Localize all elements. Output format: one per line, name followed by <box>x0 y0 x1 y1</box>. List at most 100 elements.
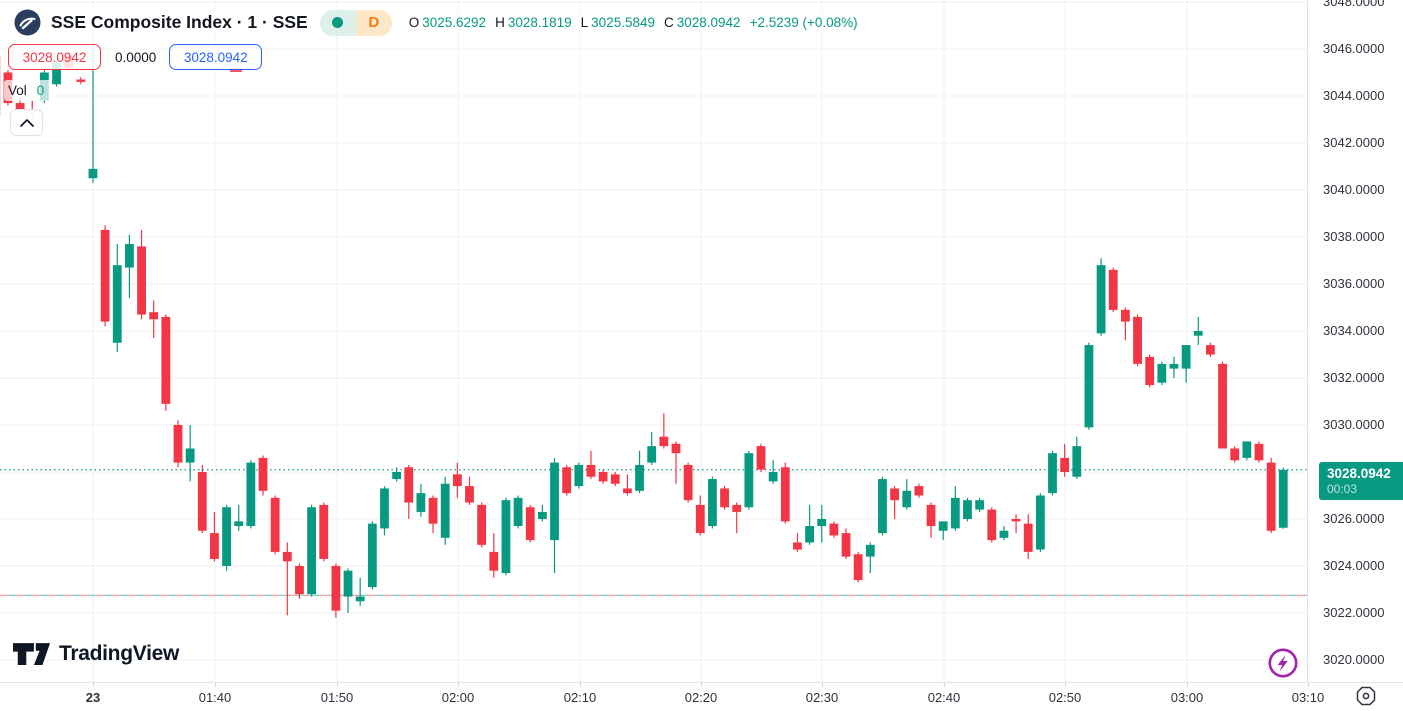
close-value: 3028.0942 <box>676 15 741 30</box>
candle <box>963 497 972 522</box>
tradingview-logo-icon <box>13 642 51 665</box>
change-value: +2.5239 (+0.08%) <box>749 15 858 30</box>
high-label: H <box>495 15 505 30</box>
candle <box>222 504 231 571</box>
status-dot-icon <box>319 9 356 36</box>
candle <box>1169 356 1179 378</box>
candle <box>793 533 802 552</box>
current-price-value: 3028.0942 <box>1327 465 1391 481</box>
price-chart[interactable] <box>0 0 1307 682</box>
zero-value: 0.0000 <box>111 47 161 67</box>
time-axis-label: 02:10 <box>563 690 597 705</box>
candle <box>720 486 729 510</box>
candle <box>537 504 547 522</box>
candle <box>100 225 110 327</box>
candle <box>137 229 146 320</box>
candle <box>1278 467 1288 529</box>
candle <box>574 462 584 489</box>
time-axis-label: 02:50 <box>1048 690 1082 705</box>
close-label: C <box>664 15 674 30</box>
candle <box>295 563 304 599</box>
candle <box>1060 443 1070 477</box>
time-axis-tick <box>1308 683 1309 687</box>
marker-dash <box>230 68 242 72</box>
candle <box>465 476 474 505</box>
candle <box>1206 342 1215 357</box>
tradingview-brand[interactable]: TradingView <box>13 642 179 666</box>
candle <box>380 486 389 536</box>
interval-badge[interactable]: D <box>319 9 392 36</box>
high-value: 3028.1819 <box>507 15 572 30</box>
candle <box>234 504 244 531</box>
candle <box>1035 493 1045 552</box>
time-axis-label: 03:00 <box>1170 690 1204 705</box>
candle <box>1145 354 1155 388</box>
candle <box>525 504 535 543</box>
price-axis-label: 3044.0000 <box>1323 88 1385 103</box>
candle <box>902 479 912 510</box>
candle <box>914 483 924 498</box>
price-axis-label: 3036.0000 <box>1323 276 1385 291</box>
candle <box>647 432 657 465</box>
order-price-box-blue[interactable]: 3028.0942 <box>169 44 263 70</box>
candle <box>768 460 778 484</box>
candle <box>708 476 717 529</box>
candle <box>550 457 559 574</box>
volume-value: 0 <box>36 83 45 98</box>
time-axis-tick <box>1065 683 1066 687</box>
price-axis-label: 3046.0000 <box>1323 41 1385 56</box>
price-line-labels: 3028.0942 0.0000 3028.0942 <box>8 44 263 70</box>
candle <box>477 502 487 548</box>
candle <box>622 474 632 496</box>
candle <box>76 77 86 85</box>
candle <box>112 244 122 353</box>
time-axis-label: 02:20 <box>684 690 718 705</box>
candle <box>270 495 280 555</box>
symbol-title[interactable]: SSE Composite Index · 1 · SSE <box>48 11 311 34</box>
price-axis-label: 3042.0000 <box>1323 135 1385 150</box>
alert-price-box-red[interactable]: 3028.0942 <box>8 44 101 70</box>
candle <box>173 420 183 468</box>
candle <box>1072 436 1082 480</box>
candle <box>659 413 669 449</box>
candle <box>756 443 766 472</box>
time-axis[interactable]: 23 01:40 01:50 02:00 02:10 02:20 02:30 02:40 02:… <box>0 682 1403 711</box>
price-axis-label: 3030.0000 <box>1323 417 1385 432</box>
price-axis-label: 3038.0000 <box>1323 229 1385 244</box>
candle <box>841 528 851 559</box>
candle <box>805 504 814 545</box>
price-axis-label: 3034.0000 <box>1323 323 1385 338</box>
candle <box>744 450 754 510</box>
candle <box>392 467 402 482</box>
collapse-legend-button[interactable] <box>10 109 43 136</box>
candle <box>501 497 511 576</box>
candle <box>817 504 827 543</box>
candle <box>258 455 268 496</box>
candle <box>938 521 948 541</box>
brand-wordmark: TradingView <box>59 642 180 665</box>
price-axis-label: 3022.0000 <box>1323 605 1385 620</box>
time-axis-tick <box>215 683 216 687</box>
candle <box>307 504 316 597</box>
candle <box>1011 514 1021 534</box>
candle <box>987 507 997 543</box>
candle <box>161 314 171 411</box>
candle <box>610 472 620 487</box>
price-axis-label: 3024.0000 <box>1323 558 1385 573</box>
price-axis[interactable]: 3048.0000 3046.0000 3044.0000 3042.0000 3040… <box>1307 0 1403 682</box>
candle <box>319 502 329 562</box>
lightning-icon[interactable] <box>1266 646 1300 680</box>
candles-series <box>0 44 1288 618</box>
candle <box>890 486 900 519</box>
bar-countdown: 00:03 <box>1327 481 1358 496</box>
axis-settings-icon[interactable] <box>1354 684 1378 708</box>
candle <box>586 450 596 480</box>
time-axis-tick <box>93 683 94 687</box>
candle <box>1048 450 1057 496</box>
candle <box>513 495 523 529</box>
candle <box>1254 441 1264 463</box>
candle <box>1023 514 1033 559</box>
candle <box>1242 441 1252 461</box>
candle <box>185 425 195 482</box>
